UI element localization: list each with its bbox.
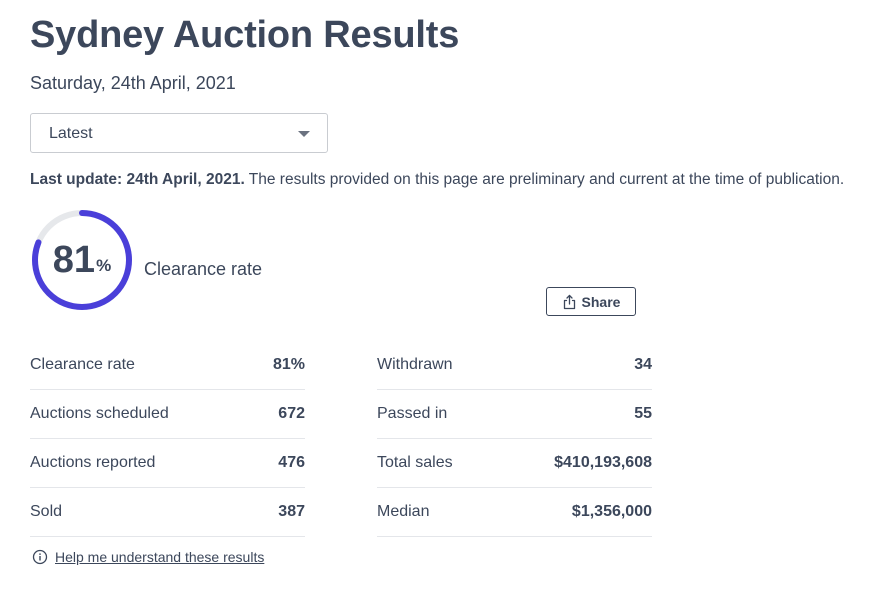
stat-row: Median $1,356,000	[377, 488, 652, 537]
stat-row: Auctions reported 476	[30, 439, 305, 488]
stat-label: Passed in	[377, 405, 448, 422]
stat-label: Withdrawn	[377, 356, 453, 373]
share-label: Share	[581, 293, 621, 310]
stat-label: Sold	[30, 503, 63, 520]
stat-value: 81%	[272, 356, 305, 373]
stat-label: Clearance rate	[30, 356, 135, 373]
stat-value: $1,356,000	[571, 503, 652, 520]
last-update-note: The results provided on this page are pr…	[244, 171, 845, 188]
stat-row: Total sales $410,193,608	[377, 439, 652, 488]
results-period-select[interactable]: Latest	[30, 113, 328, 153]
help-link[interactable]: Help me understand these results	[55, 549, 265, 565]
select-value: Latest	[49, 125, 93, 142]
stat-label: Auctions reported	[30, 454, 156, 471]
ring-unit: %	[96, 256, 112, 275]
stat-value: $410,193,608	[554, 454, 652, 471]
ring-value: 81%	[30, 208, 134, 312]
stat-row: Auctions scheduled 672	[30, 390, 305, 439]
stat-value: 476	[278, 454, 305, 471]
ring-label: Clearance rate	[144, 259, 263, 279]
stats-table-left: Clearance rate 81% Auctions scheduled 672 Au…	[30, 341, 305, 537]
last-update-notice: Last update: 24th April, 2021. The resul…	[30, 171, 844, 189]
stat-value: 387	[278, 503, 305, 520]
auction-date: Saturday, 24th April, 2021	[30, 73, 236, 93]
share-icon	[563, 294, 575, 309]
stats-table-right: Withdrawn 34 Passed in 55 Total sales $410,19…	[377, 341, 652, 537]
share-button[interactable]: Share	[546, 287, 636, 316]
stat-row: Sold 387	[30, 488, 305, 537]
page-title: Sydney Auction Results	[30, 14, 460, 56]
help-section: Help me understand these results	[32, 549, 264, 565]
stat-row: Passed in 55	[377, 390, 652, 439]
stat-label: Auctions scheduled	[30, 405, 169, 422]
chevron-down-icon	[298, 131, 310, 137]
last-update-label: Last update: 24th April, 2021.	[30, 171, 245, 188]
stat-row: Clearance rate 81%	[30, 341, 305, 390]
stat-value: 55	[634, 405, 652, 422]
stat-value: 34	[634, 356, 652, 373]
info-icon	[32, 549, 48, 565]
stat-label: Median	[377, 503, 430, 520]
clearance-rate-ring	[32, 210, 132, 310]
ring-number: 81	[52, 238, 96, 281]
stat-label: Total sales	[377, 454, 453, 471]
stat-row: Withdrawn 34	[377, 341, 652, 390]
stat-value: 672	[278, 405, 305, 422]
ring-progress	[32, 210, 132, 310]
